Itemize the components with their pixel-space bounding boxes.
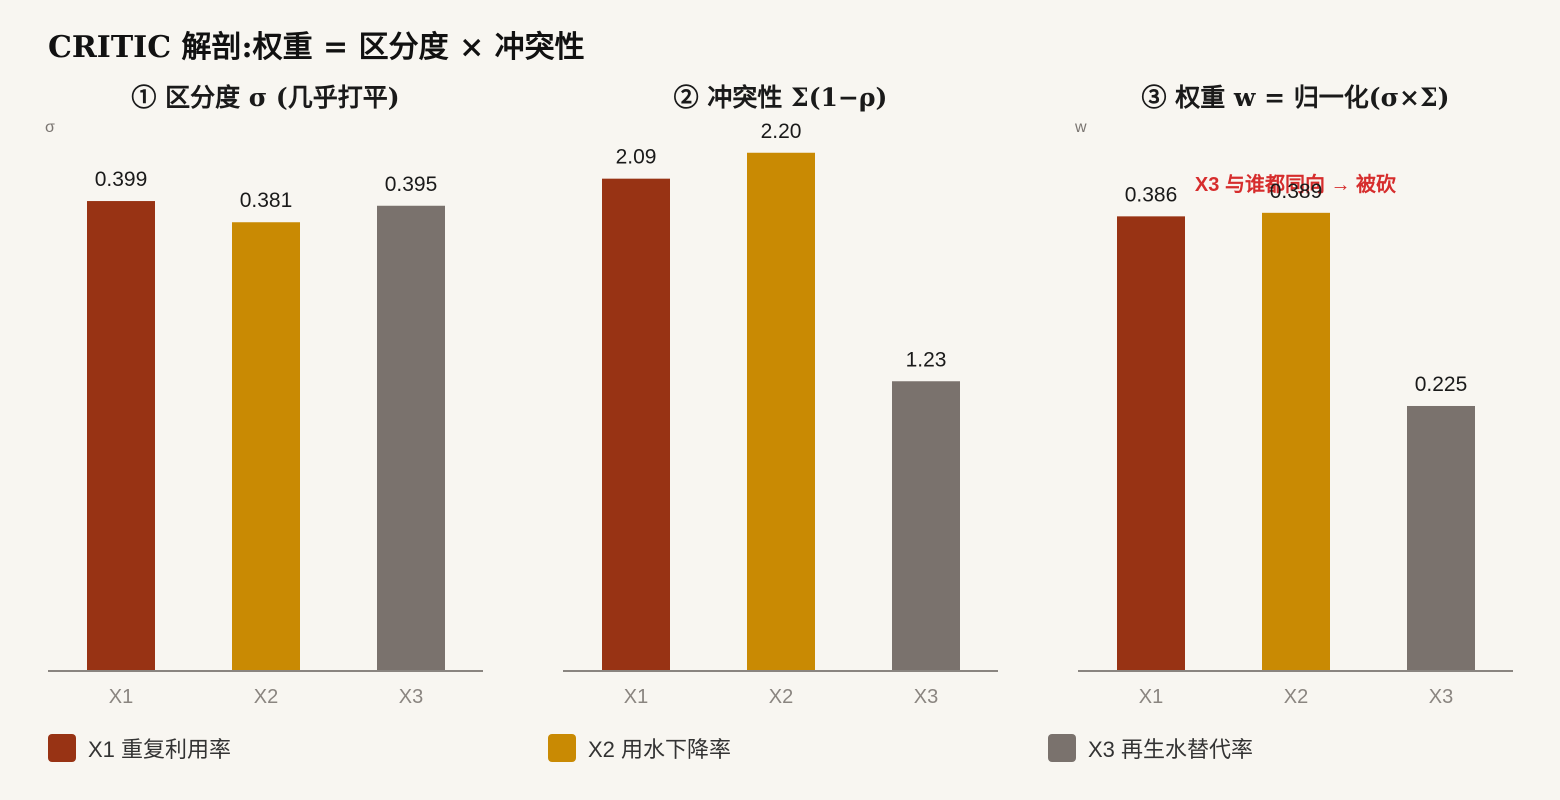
value-label-x3-panel-2: 1.23 xyxy=(906,348,947,371)
legend-swatch-x1 xyxy=(48,734,76,762)
legend-label-x1: X1 重复利用率 xyxy=(88,737,232,762)
bar-x2-panel-3 xyxy=(1262,212,1330,672)
bar-x1-panel-2 xyxy=(602,178,670,672)
legend-swatch-x2 xyxy=(548,734,576,762)
value-label-x2-panel-3: 0.389 xyxy=(1270,180,1323,203)
legend-item-x3: X3 再生水替代率 xyxy=(1048,732,1253,764)
bar-x3-panel-3 xyxy=(1407,405,1475,671)
page-title: CRITIC 解剖:权重 = 区分度 × 冲突性 xyxy=(48,30,585,65)
legend-label-x3: X3 再生水替代率 xyxy=(1088,737,1254,762)
legend-item-x2: X2 用水下降率 xyxy=(548,732,731,764)
x-tick-x1-panel-3: X1 xyxy=(1139,686,1163,708)
panel-3-title: ③ 权重 w = 归一化(σ×Σ) xyxy=(1142,83,1450,112)
x-tick-x2-panel-3: X2 xyxy=(1284,686,1308,708)
value-label-x3-panel-3: 0.225 xyxy=(1415,373,1468,396)
panel-2-title: ② 冲突性 Σ(1−ρ) xyxy=(674,83,888,112)
panel-3-ylabel: w xyxy=(1074,119,1087,136)
value-label-x3-panel-1: 0.395 xyxy=(385,173,438,196)
bar-x2-panel-1 xyxy=(232,222,300,672)
x-tick-x1-panel-1: X1 xyxy=(109,686,133,708)
legend-item-x1: X1 重复利用率 xyxy=(48,732,231,764)
x-tick-x2-panel-1: X2 xyxy=(254,686,278,708)
value-label-x2-panel-1: 0.381 xyxy=(240,189,293,212)
value-label-x1-panel-3: 0.386 xyxy=(1125,183,1178,206)
x-tick-x3-panel-3: X3 xyxy=(1429,686,1453,708)
value-label-x1-panel-2: 2.09 xyxy=(616,146,657,169)
x-tick-x1-panel-2: X1 xyxy=(624,686,648,708)
bar-x2-panel-2 xyxy=(747,152,815,672)
value-label-x2-panel-2: 2.20 xyxy=(761,120,802,143)
bar-x1-panel-1 xyxy=(87,201,155,671)
legend-swatch-x3 xyxy=(1048,734,1076,762)
panel-1-ylabel: σ xyxy=(45,119,55,136)
x-tick-x2-panel-2: X2 xyxy=(769,686,793,708)
bar-x3-panel-1 xyxy=(377,205,445,671)
bar-x1-panel-3 xyxy=(1117,216,1185,672)
bar-x3-panel-2 xyxy=(892,381,960,671)
x-tick-x3-panel-1: X3 xyxy=(399,686,423,708)
value-label-x1-panel-1: 0.399 xyxy=(95,168,148,191)
x-tick-x3-panel-2: X3 xyxy=(914,686,938,708)
legend-label-x2: X2 用水下降率 xyxy=(588,737,732,762)
panel-3-annotation: X3 与谁都同向 → 被砍 xyxy=(1195,172,1397,196)
panel-1-title: ① 区分度 σ (几乎打平) xyxy=(131,83,399,112)
